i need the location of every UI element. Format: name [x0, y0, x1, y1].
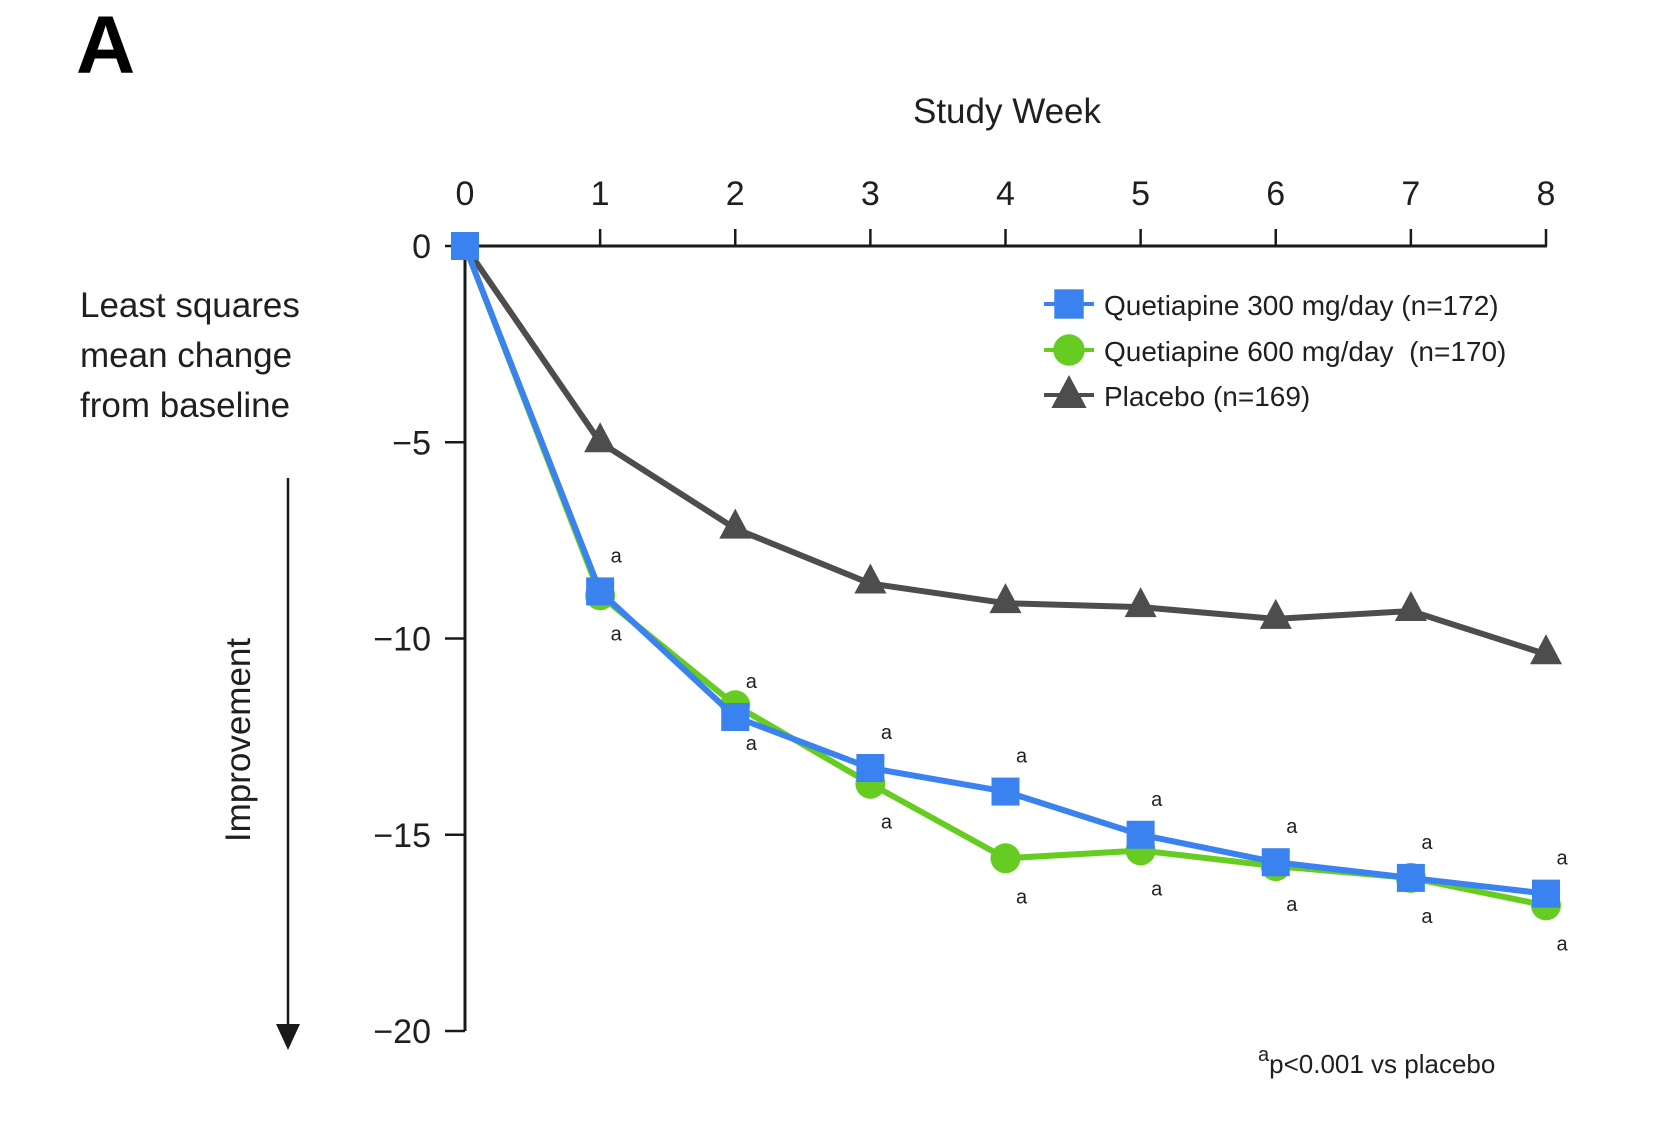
panel-label: A	[76, 0, 135, 91]
x-tick-label: 6	[1266, 175, 1285, 213]
y-axis-title: Least squares mean change from baseline	[80, 286, 300, 425]
y-axis-title-line-3: from baseline	[80, 386, 290, 425]
data-point-placebo	[1530, 634, 1562, 665]
data-point-placebo	[719, 508, 752, 539]
significance-marker: a	[746, 733, 758, 755]
legend-label: Quetiapine 300 mg/day (n=172)	[1104, 290, 1499, 321]
y-tick-label: −20	[373, 1013, 431, 1051]
data-point-quetiapine-300	[451, 232, 479, 260]
improvement-indicator: Improvement	[219, 478, 300, 1050]
x-tick-label: 8	[1537, 175, 1556, 213]
data-point-quetiapine-300	[856, 754, 885, 783]
significance-marker: a	[1016, 886, 1028, 908]
footnote-text: p<0.001 vs placebo	[1269, 1049, 1495, 1079]
significance-marker: a	[1421, 906, 1433, 928]
significance-marker: a	[1016, 746, 1028, 768]
series-layer	[451, 232, 1562, 921]
legend-item-quetiapine-600: Quetiapine 600 mg/day (n=170)	[1044, 334, 1506, 367]
y-tick-label: −15	[373, 817, 431, 855]
x-axis-title: Study Week	[913, 92, 1102, 131]
significance-marker: a	[1151, 789, 1163, 811]
x-tick-label: 7	[1401, 175, 1420, 213]
significance-marker: a	[1556, 933, 1568, 955]
improvement-label: Improvement	[219, 638, 258, 843]
y-axis-title-line-1: Least squares	[80, 286, 300, 325]
y-tick-label: −5	[392, 424, 431, 462]
legend-marker-placebo-icon	[1051, 375, 1087, 408]
significance-marker: a	[1151, 878, 1163, 900]
significance-marker: a	[1286, 894, 1298, 916]
data-point-quetiapine-300	[1532, 879, 1560, 908]
legend-label: Placebo (n=169)	[1104, 381, 1310, 412]
series-quetiapine-300	[451, 232, 1560, 908]
significance-marker: a	[1556, 848, 1568, 870]
legend-marker-quetiapine-600-icon	[1053, 334, 1085, 366]
data-point-quetiapine-300	[1396, 863, 1425, 892]
data-point-quetiapine-600	[990, 843, 1021, 874]
data-point-placebo	[1259, 598, 1292, 629]
series-placebo	[462, 244, 1562, 665]
data-point-placebo	[1394, 591, 1427, 622]
significance-marker: a	[746, 671, 758, 693]
y-tick-label: −10	[373, 621, 431, 659]
significance-marker: a	[881, 722, 893, 744]
data-point-placebo	[989, 583, 1022, 614]
data-point-quetiapine-300	[721, 703, 750, 731]
data-point-quetiapine-300	[1261, 848, 1290, 877]
significance-marker: a	[611, 623, 623, 645]
legend-label: Quetiapine 600 mg/day (n=170)	[1104, 336, 1506, 367]
significance-marker: a	[881, 812, 893, 834]
data-point-placebo	[854, 563, 887, 594]
legend-marker-quetiapine-300-icon	[1054, 289, 1084, 319]
x-tick-label: 4	[996, 175, 1015, 213]
x-tick-label: 0	[456, 175, 475, 213]
data-point-placebo	[1124, 587, 1157, 618]
x-tick-label: 3	[861, 175, 880, 213]
data-point-quetiapine-300	[991, 777, 1020, 806]
significance-marker: a	[1286, 816, 1298, 838]
significance-annotations: a a a a a a a a a a a a a a a a	[611, 545, 1569, 955]
down-arrow-icon	[276, 1024, 300, 1050]
data-point-quetiapine-300	[1126, 820, 1155, 849]
significance-marker: a	[611, 545, 623, 567]
legend-item-placebo: Placebo (n=169)	[1044, 375, 1310, 412]
footnote: ap<0.001 vs placebo	[1258, 1044, 1495, 1079]
footnote-superscript: a	[1258, 1044, 1270, 1066]
y-axis-title-line-2: mean change	[80, 336, 292, 375]
data-point-quetiapine-300	[586, 577, 615, 606]
x-tick-label: 5	[1131, 175, 1150, 213]
significance-marker: a	[1421, 832, 1433, 854]
x-tick-label: 2	[726, 175, 745, 213]
x-tick-label: 1	[591, 175, 610, 213]
legend-item-quetiapine-300: Quetiapine 300 mg/day (n=172)	[1044, 289, 1499, 321]
axes: 0 1 2 3 4 5 6 7 8 0 −5 −10 −15 −20	[373, 175, 1555, 1051]
y-tick-label: 0	[412, 228, 431, 266]
legend: Quetiapine 300 mg/day (n=172) Quetiapine …	[1044, 289, 1506, 412]
data-point-placebo	[584, 422, 617, 453]
